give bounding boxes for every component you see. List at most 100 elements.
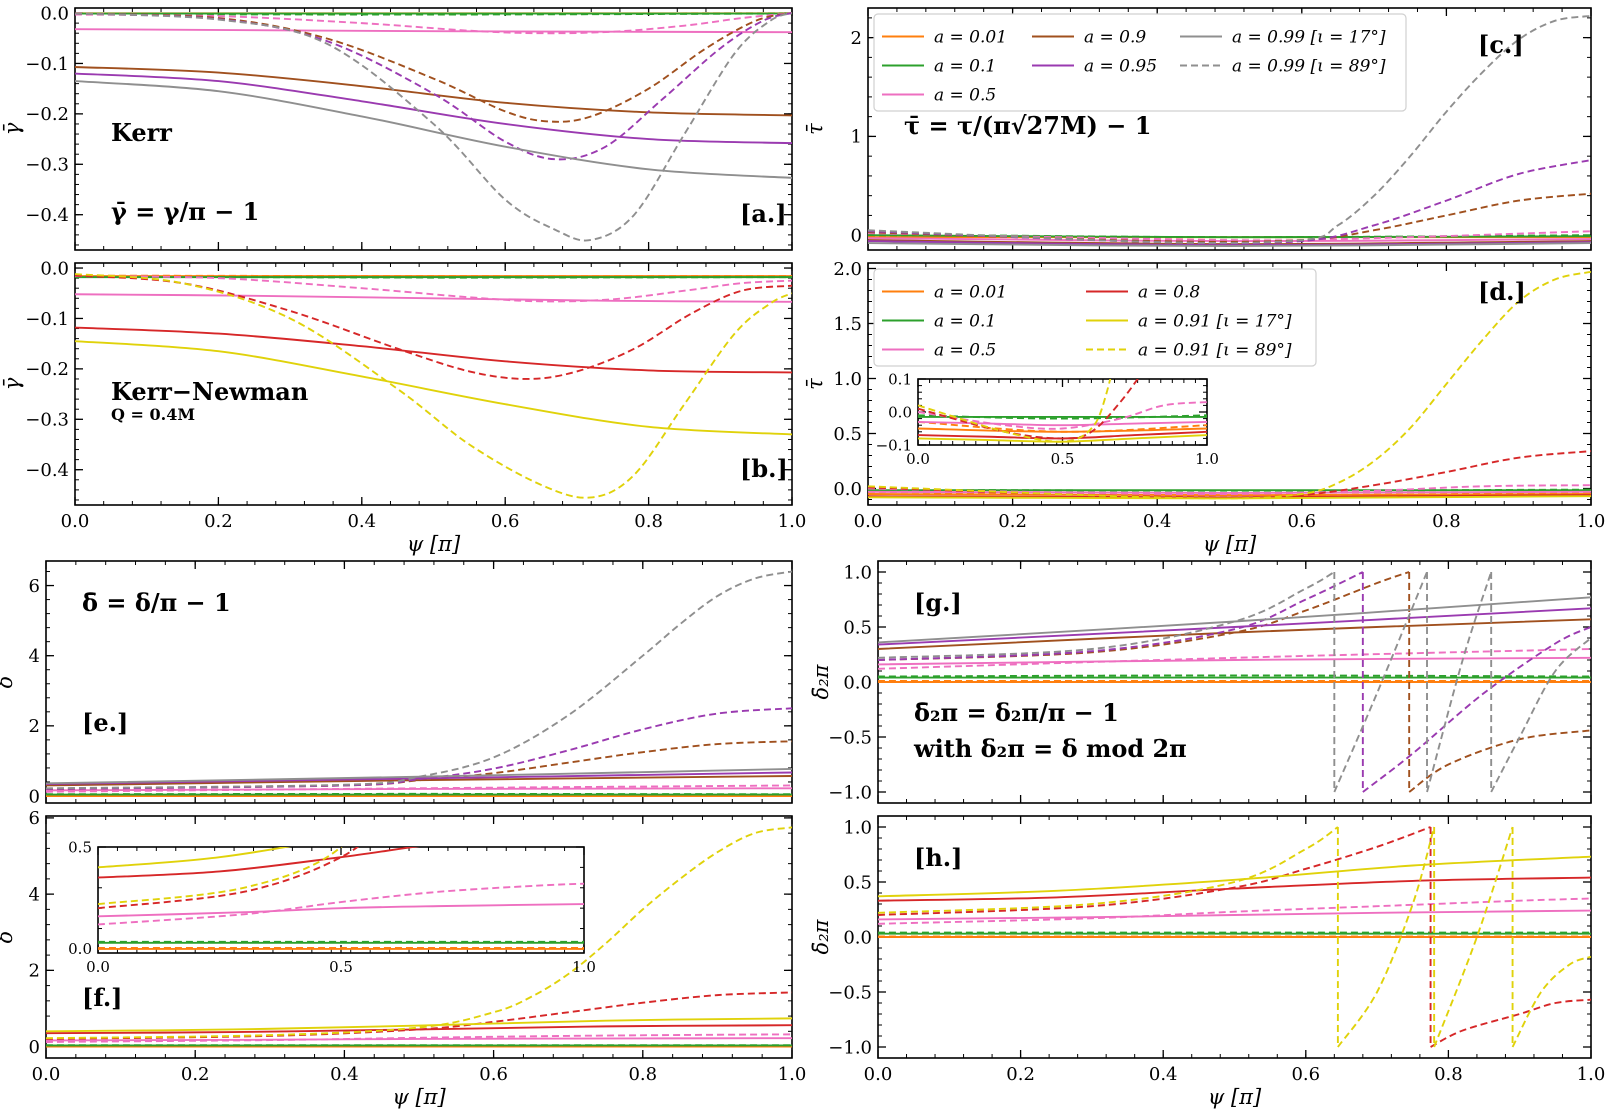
panel-d-inset-series-line-9 (918, 379, 1112, 443)
panel-a-ytick-label: −0.2 (25, 104, 69, 125)
panel-f-inset-xtick-label: 0.0 (86, 958, 110, 976)
panel-d-inset-ytick-label: −0.1 (876, 436, 912, 454)
panel-f-inset-ytick-label: 0.5 (68, 838, 92, 856)
panel-f-inset-series-line-4 (98, 903, 584, 918)
panel-d-inset-xtick-label: 1.0 (1195, 450, 1219, 468)
panel-d-ytick-label: 1.5 (833, 314, 862, 335)
panel-d-xtick-label: 0.6 (1287, 511, 1316, 532)
panel-d-legend-label: a = 0.91 [𝜄 = 89°] (1138, 341, 1292, 361)
panel-d-series-line-5 (868, 484, 1591, 496)
panel-a-series-group (75, 12, 792, 242)
panel-h-series-line-5 (878, 897, 1591, 925)
panel-b-xtick-label: 0.2 (204, 511, 233, 532)
panel-a-series-line-7 (75, 12, 792, 123)
panel-b-xtick-label: 1.0 (778, 511, 807, 532)
panel-b-annotation: Kerr−Newman (111, 377, 308, 406)
panel-d-series-group (868, 270, 1591, 500)
panel-d-series-line-0 (868, 493, 1591, 497)
panel-a-series-line-8 (75, 72, 792, 145)
panel-b-xtick-label: 0.8 (634, 511, 663, 532)
panel-g-annotation: δ̄₂π = δ₂π/π − 1 (914, 698, 1119, 727)
panel-h-ytick-label: 1.0 (843, 817, 872, 838)
panel-a-series-line-6 (75, 66, 792, 117)
panel-f-series-line-6 (46, 1024, 792, 1035)
panel-b-ytick-label: −0.3 (25, 410, 69, 431)
panel-a-ytick-label: −0.4 (25, 205, 69, 226)
panel-h-ytick-label: −0.5 (828, 982, 872, 1003)
panel-b-series-group (75, 273, 792, 499)
panel-a-annotation: Kerr (111, 118, 172, 147)
panel-c-series-line-9 (868, 159, 1591, 245)
panel-b-series-line-9 (75, 273, 792, 499)
panel-d-ytick-label: 2.0 (833, 259, 862, 280)
panel-f-inset-xtick-label: 0.5 (329, 958, 353, 976)
panel-f-series-line-4 (46, 1037, 792, 1042)
panel-f-ytick-label: 0 (29, 1037, 40, 1058)
panel-f-series-line-5 (46, 1033, 792, 1043)
panel-b-tag: [b.] (740, 454, 788, 483)
panel-g-series-line-11 (878, 571, 1591, 793)
panel-e-series-line-5 (46, 784, 792, 793)
panel-f-xtick-label: 0.4 (330, 1064, 359, 1085)
panel-a-frame (74, 7, 793, 251)
panel-b-xtick-label: 0.0 (61, 511, 90, 532)
panel-d-series-line-6 (868, 494, 1591, 499)
panel-d-inset-xtick-label: 0.5 (1051, 450, 1075, 468)
panel-g-series-group (878, 571, 1591, 793)
panel-g-series-line-9 (878, 571, 1591, 793)
panel-d-series-line-9 (868, 270, 1591, 500)
panel-e-series-line-10 (46, 768, 792, 785)
panel-d-tag: [d.] (1478, 277, 1526, 306)
panel-e-series-line-11 (46, 570, 792, 790)
panel-b-series-line-8 (75, 340, 792, 436)
panel-c-series-line-4 (868, 237, 1591, 243)
panel-c-series-line-10 (868, 242, 1591, 248)
panel-a-series-line-3 (75, 12, 792, 16)
panel-g-ytick-label: −0.5 (828, 727, 872, 748)
panel-c-legend-label: a = 0.9 (1084, 28, 1146, 48)
panel-b-series-line-1 (75, 274, 792, 278)
panel-f-inset-series-line-6 (98, 847, 420, 879)
panel-h-axes: 0.0 0.2 0.4 0.6 0.8 1.0 1.0 0.5 0.0 −0.5 −1.0 δ̄₂π ψ… (809, 815, 1605, 1109)
panel-b-series-line-7 (75, 274, 792, 380)
panel-f-series-group (46, 826, 792, 1048)
panel-g-ylabel: δ̄₂π (809, 663, 833, 699)
panel-b-ylabel: γ̄ (0, 377, 24, 390)
panel-a-axes: 0.0 −0.1 −0.2 −0.3 −0.4 γ̄ [a.] Kerr γ̄ = γ/π − … (0, 3, 793, 251)
panel-a-ytick-label: 0.0 (40, 3, 69, 24)
panel-c-series-line-6 (868, 239, 1591, 246)
panel-f-ytick-label: 4 (29, 884, 40, 905)
panel-c-series-line-11 (868, 14, 1591, 244)
panel-f-ylabel: δ̄ (0, 931, 17, 944)
panel-h-xtick-label: 0.6 (1291, 1064, 1320, 1085)
panel-d-legend-label: a = 0.8 (1138, 283, 1200, 303)
panel-d-inset-ytick-label: 0.1 (888, 370, 912, 388)
panel-c-legend-label: a = 0.99 [𝜄 = 17°] (1232, 28, 1386, 48)
panel-c-legend-label: a = 0.95 (1084, 57, 1157, 77)
panel-g-tag: [g.] (914, 588, 962, 617)
panel-b-axes: 0.0 0.2 0.4 0.6 0.8 1.0 0.0 −0.1 −0.2 −0.3 −0.4 γ̄ ψ… (0, 258, 806, 556)
panel-f-inset-xtick-label: 1.0 (572, 958, 596, 976)
panel-c-ytick-label: 1 (851, 127, 862, 148)
panel-d-legend-label: a = 0.1 (934, 312, 996, 332)
panel-f-xtick-label: 1.0 (778, 1064, 807, 1085)
panel-b-xtick-label: 0.6 (491, 511, 520, 532)
panel-d-axes: 0.0 0.2 0.4 0.6 0.8 1.0 0.0 0.5 1.0 1.5 2.0 τ̄ ψ [π]… (803, 259, 1605, 556)
panel-f-inset-axes: 0.0 0.5 1.0 0.5 0.0 (68, 838, 596, 976)
panel-f-inset-series-line-9 (98, 847, 343, 906)
panel-a-tag: [a.] (740, 199, 787, 228)
panel-f-xlabel: ψ [π] (392, 1085, 446, 1109)
panel-d-xlabel: ψ [π] (1203, 532, 1257, 556)
panel-b-frame (74, 262, 793, 506)
panel-e-tag: [e.] (82, 708, 128, 737)
panel-a-ytick-label: −0.1 (25, 54, 69, 75)
panel-g-series-line-4 (878, 656, 1591, 666)
panel-d-legend-label: a = 0.01 (934, 283, 1007, 303)
panel-d-legend-label: a = 0.91 [𝜄 = 17°] (1138, 312, 1292, 332)
panel-g-axes: 1.0 0.5 0.0 −0.5 −1.0 δ̄₂π [g.] δ̄₂π = δ₂π/π − … (809, 560, 1592, 804)
panel-e-ytick-label: 6 (29, 576, 40, 597)
panel-c-legend-label: a = 0.5 (934, 86, 996, 106)
panel-f-series-line-9 (46, 826, 792, 1040)
panel-h-series-line-6 (878, 876, 1591, 902)
